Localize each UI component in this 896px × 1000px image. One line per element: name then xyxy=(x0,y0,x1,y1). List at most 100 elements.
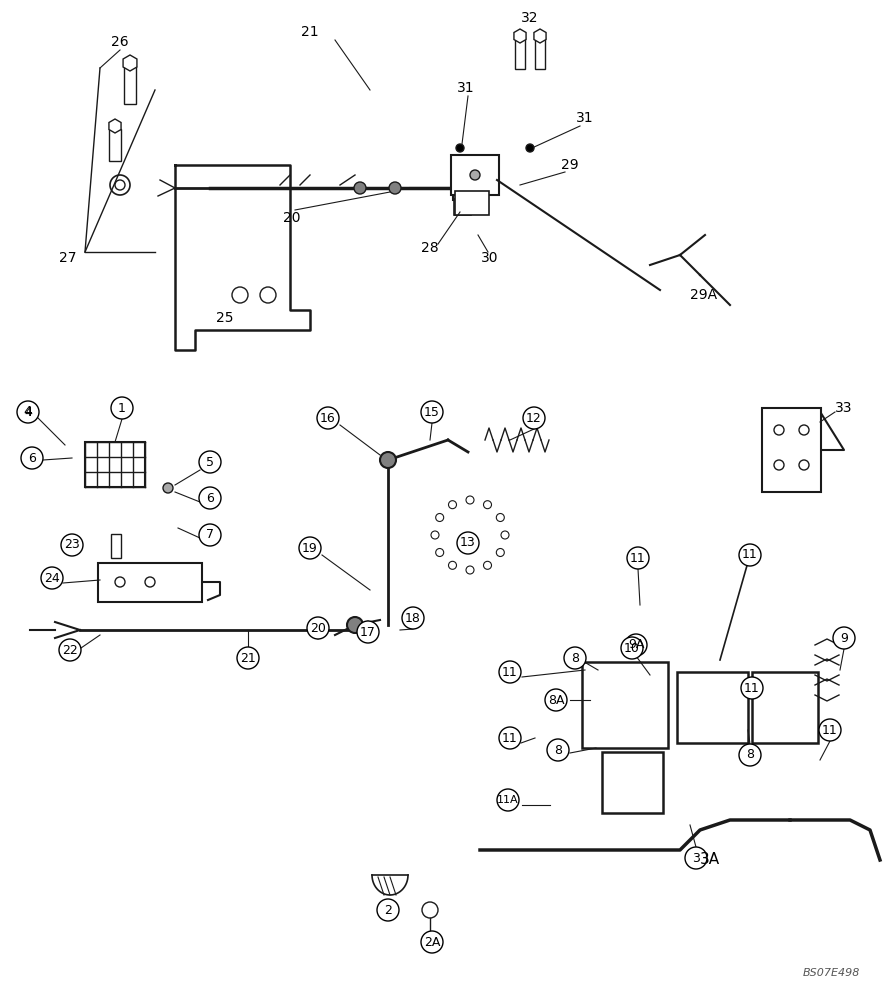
Circle shape xyxy=(59,639,81,661)
Text: 5: 5 xyxy=(206,456,214,468)
Text: 30: 30 xyxy=(481,251,499,265)
Circle shape xyxy=(111,397,133,419)
Circle shape xyxy=(357,621,379,643)
FancyBboxPatch shape xyxy=(451,155,499,195)
Circle shape xyxy=(389,182,401,194)
Text: 3: 3 xyxy=(692,852,700,864)
Text: 8: 8 xyxy=(571,652,579,664)
Text: 11: 11 xyxy=(502,732,518,744)
Text: 33: 33 xyxy=(835,401,852,415)
Text: 28: 28 xyxy=(421,241,439,255)
Circle shape xyxy=(377,899,399,921)
Text: 16: 16 xyxy=(320,412,336,424)
Text: 22: 22 xyxy=(62,644,78,656)
Circle shape xyxy=(499,727,521,749)
Circle shape xyxy=(470,170,480,180)
Text: 2: 2 xyxy=(384,904,392,916)
Circle shape xyxy=(21,447,43,469)
Text: 25: 25 xyxy=(216,311,234,325)
Text: 26: 26 xyxy=(111,35,129,49)
FancyBboxPatch shape xyxy=(762,408,821,492)
Circle shape xyxy=(739,544,761,566)
Circle shape xyxy=(547,739,569,761)
Text: 21: 21 xyxy=(301,25,319,39)
Circle shape xyxy=(199,524,221,546)
Circle shape xyxy=(564,647,586,669)
Text: 11: 11 xyxy=(744,682,760,694)
Circle shape xyxy=(402,607,424,629)
Text: 8: 8 xyxy=(554,744,562,756)
Circle shape xyxy=(741,677,763,699)
Circle shape xyxy=(685,847,707,869)
Text: 20: 20 xyxy=(283,211,301,225)
Circle shape xyxy=(497,789,519,811)
Circle shape xyxy=(307,617,329,639)
Circle shape xyxy=(627,547,649,569)
FancyBboxPatch shape xyxy=(109,129,121,161)
Text: 9: 9 xyxy=(840,632,848,645)
Circle shape xyxy=(380,452,396,468)
Circle shape xyxy=(163,483,173,493)
Text: 13: 13 xyxy=(461,536,476,550)
Circle shape xyxy=(41,567,63,589)
Text: 11: 11 xyxy=(630,552,646,564)
Text: 11A: 11A xyxy=(497,795,519,805)
Circle shape xyxy=(625,634,647,656)
Circle shape xyxy=(61,534,83,556)
Text: 31: 31 xyxy=(457,81,475,95)
Circle shape xyxy=(199,487,221,509)
Circle shape xyxy=(526,144,534,152)
Text: 20: 20 xyxy=(310,621,326,635)
Text: 21: 21 xyxy=(240,652,256,664)
Text: 2A: 2A xyxy=(424,936,440,948)
Circle shape xyxy=(499,661,521,683)
Text: 11: 11 xyxy=(742,548,758,562)
Circle shape xyxy=(317,407,339,429)
Text: 29: 29 xyxy=(561,158,579,172)
FancyBboxPatch shape xyxy=(124,66,136,104)
Circle shape xyxy=(457,532,479,554)
Text: 24: 24 xyxy=(44,572,60,584)
FancyBboxPatch shape xyxy=(454,199,471,215)
Circle shape xyxy=(523,407,545,429)
Text: 11: 11 xyxy=(502,666,518,678)
Circle shape xyxy=(237,647,259,669)
FancyBboxPatch shape xyxy=(535,37,545,69)
Circle shape xyxy=(421,931,443,953)
Text: 32: 32 xyxy=(521,11,538,25)
Text: 29A: 29A xyxy=(690,288,717,302)
FancyBboxPatch shape xyxy=(752,672,818,743)
Circle shape xyxy=(819,719,841,741)
Text: 27: 27 xyxy=(59,251,77,265)
Text: 3A: 3A xyxy=(700,852,720,867)
Text: 6: 6 xyxy=(206,491,214,504)
FancyBboxPatch shape xyxy=(602,752,663,813)
FancyBboxPatch shape xyxy=(453,176,479,200)
Circle shape xyxy=(315,625,325,635)
Circle shape xyxy=(199,451,221,473)
Circle shape xyxy=(739,744,761,766)
FancyBboxPatch shape xyxy=(111,534,121,558)
Text: 9A: 9A xyxy=(628,639,644,652)
Text: 1: 1 xyxy=(118,401,126,414)
Text: 15: 15 xyxy=(424,406,440,418)
Text: 31: 31 xyxy=(576,111,594,125)
Text: 18: 18 xyxy=(405,611,421,624)
Text: 4: 4 xyxy=(23,405,32,419)
Text: 7: 7 xyxy=(206,528,214,542)
Circle shape xyxy=(421,401,443,423)
Text: 19: 19 xyxy=(302,542,318,554)
Text: 8A: 8A xyxy=(547,694,564,706)
FancyBboxPatch shape xyxy=(98,563,202,602)
Text: 11: 11 xyxy=(823,724,838,736)
FancyBboxPatch shape xyxy=(582,662,668,748)
Text: 6: 6 xyxy=(28,452,36,464)
Circle shape xyxy=(299,537,321,559)
Circle shape xyxy=(456,144,464,152)
Text: 8: 8 xyxy=(746,748,754,762)
Text: BS07E498: BS07E498 xyxy=(803,968,860,978)
FancyBboxPatch shape xyxy=(455,191,489,215)
Text: 12: 12 xyxy=(526,412,542,424)
Circle shape xyxy=(545,689,567,711)
Circle shape xyxy=(17,401,39,423)
